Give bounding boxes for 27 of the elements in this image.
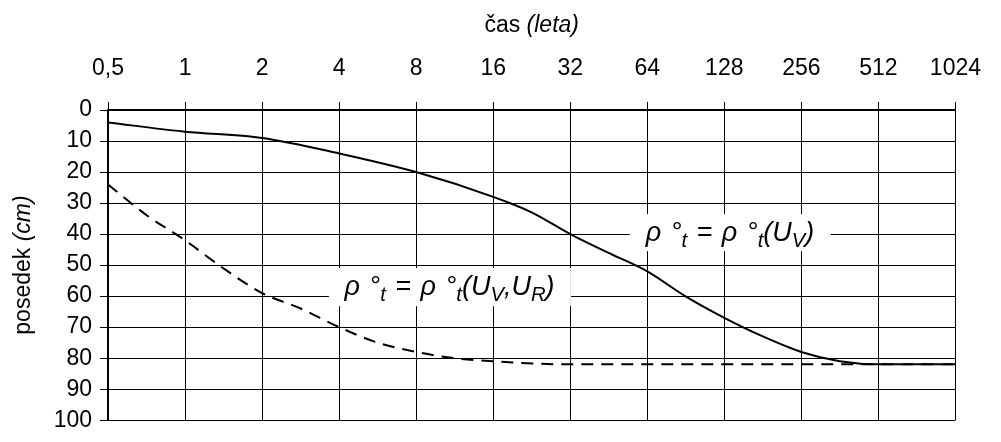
x-tick-label: 128 — [705, 53, 744, 80]
y-tick-label: 50 — [66, 250, 92, 277]
x-tick-label: 1024 — [929, 53, 982, 80]
y-axis-title: posedek (cm) — [9, 195, 36, 335]
x-axis-title: čas (leta) — [484, 11, 579, 38]
x-tick-label: 4 — [332, 53, 346, 80]
x-tick-label: 0,5 — [92, 53, 124, 80]
x-tick-label: 1 — [178, 53, 192, 80]
text: ρ °$_{t}$ = ρ °$_{t}$(U$_{V}$,U$_{R}$) — [344, 270, 555, 306]
y-tick-label: 100 — [53, 405, 92, 432]
y-tick-label: 60 — [66, 281, 92, 308]
y-tick-label: 30 — [66, 188, 92, 215]
x-tick-label: 32 — [557, 53, 584, 80]
series-label: ρ °$_{t}$ = ρ °$_{t}$(U$_{V}$) — [629, 213, 831, 252]
y-tick-label: 90 — [66, 374, 92, 401]
y-tick-label: 80 — [66, 343, 92, 370]
x-tick-label: 2 — [255, 53, 269, 80]
y-tick-label: 20 — [66, 157, 92, 184]
x-tick-label: 16 — [480, 53, 506, 80]
x-tick-label: 8 — [409, 53, 423, 80]
y-tick-label: 70 — [66, 312, 92, 339]
y-tick-label: 0 — [79, 95, 92, 122]
x-tick-label: 512 — [859, 53, 898, 80]
y-tick-label: 10 — [66, 126, 92, 153]
x-tick-label: 64 — [634, 53, 661, 80]
x-tick-label: 256 — [782, 53, 821, 80]
y-tick-label: 40 — [66, 219, 92, 246]
